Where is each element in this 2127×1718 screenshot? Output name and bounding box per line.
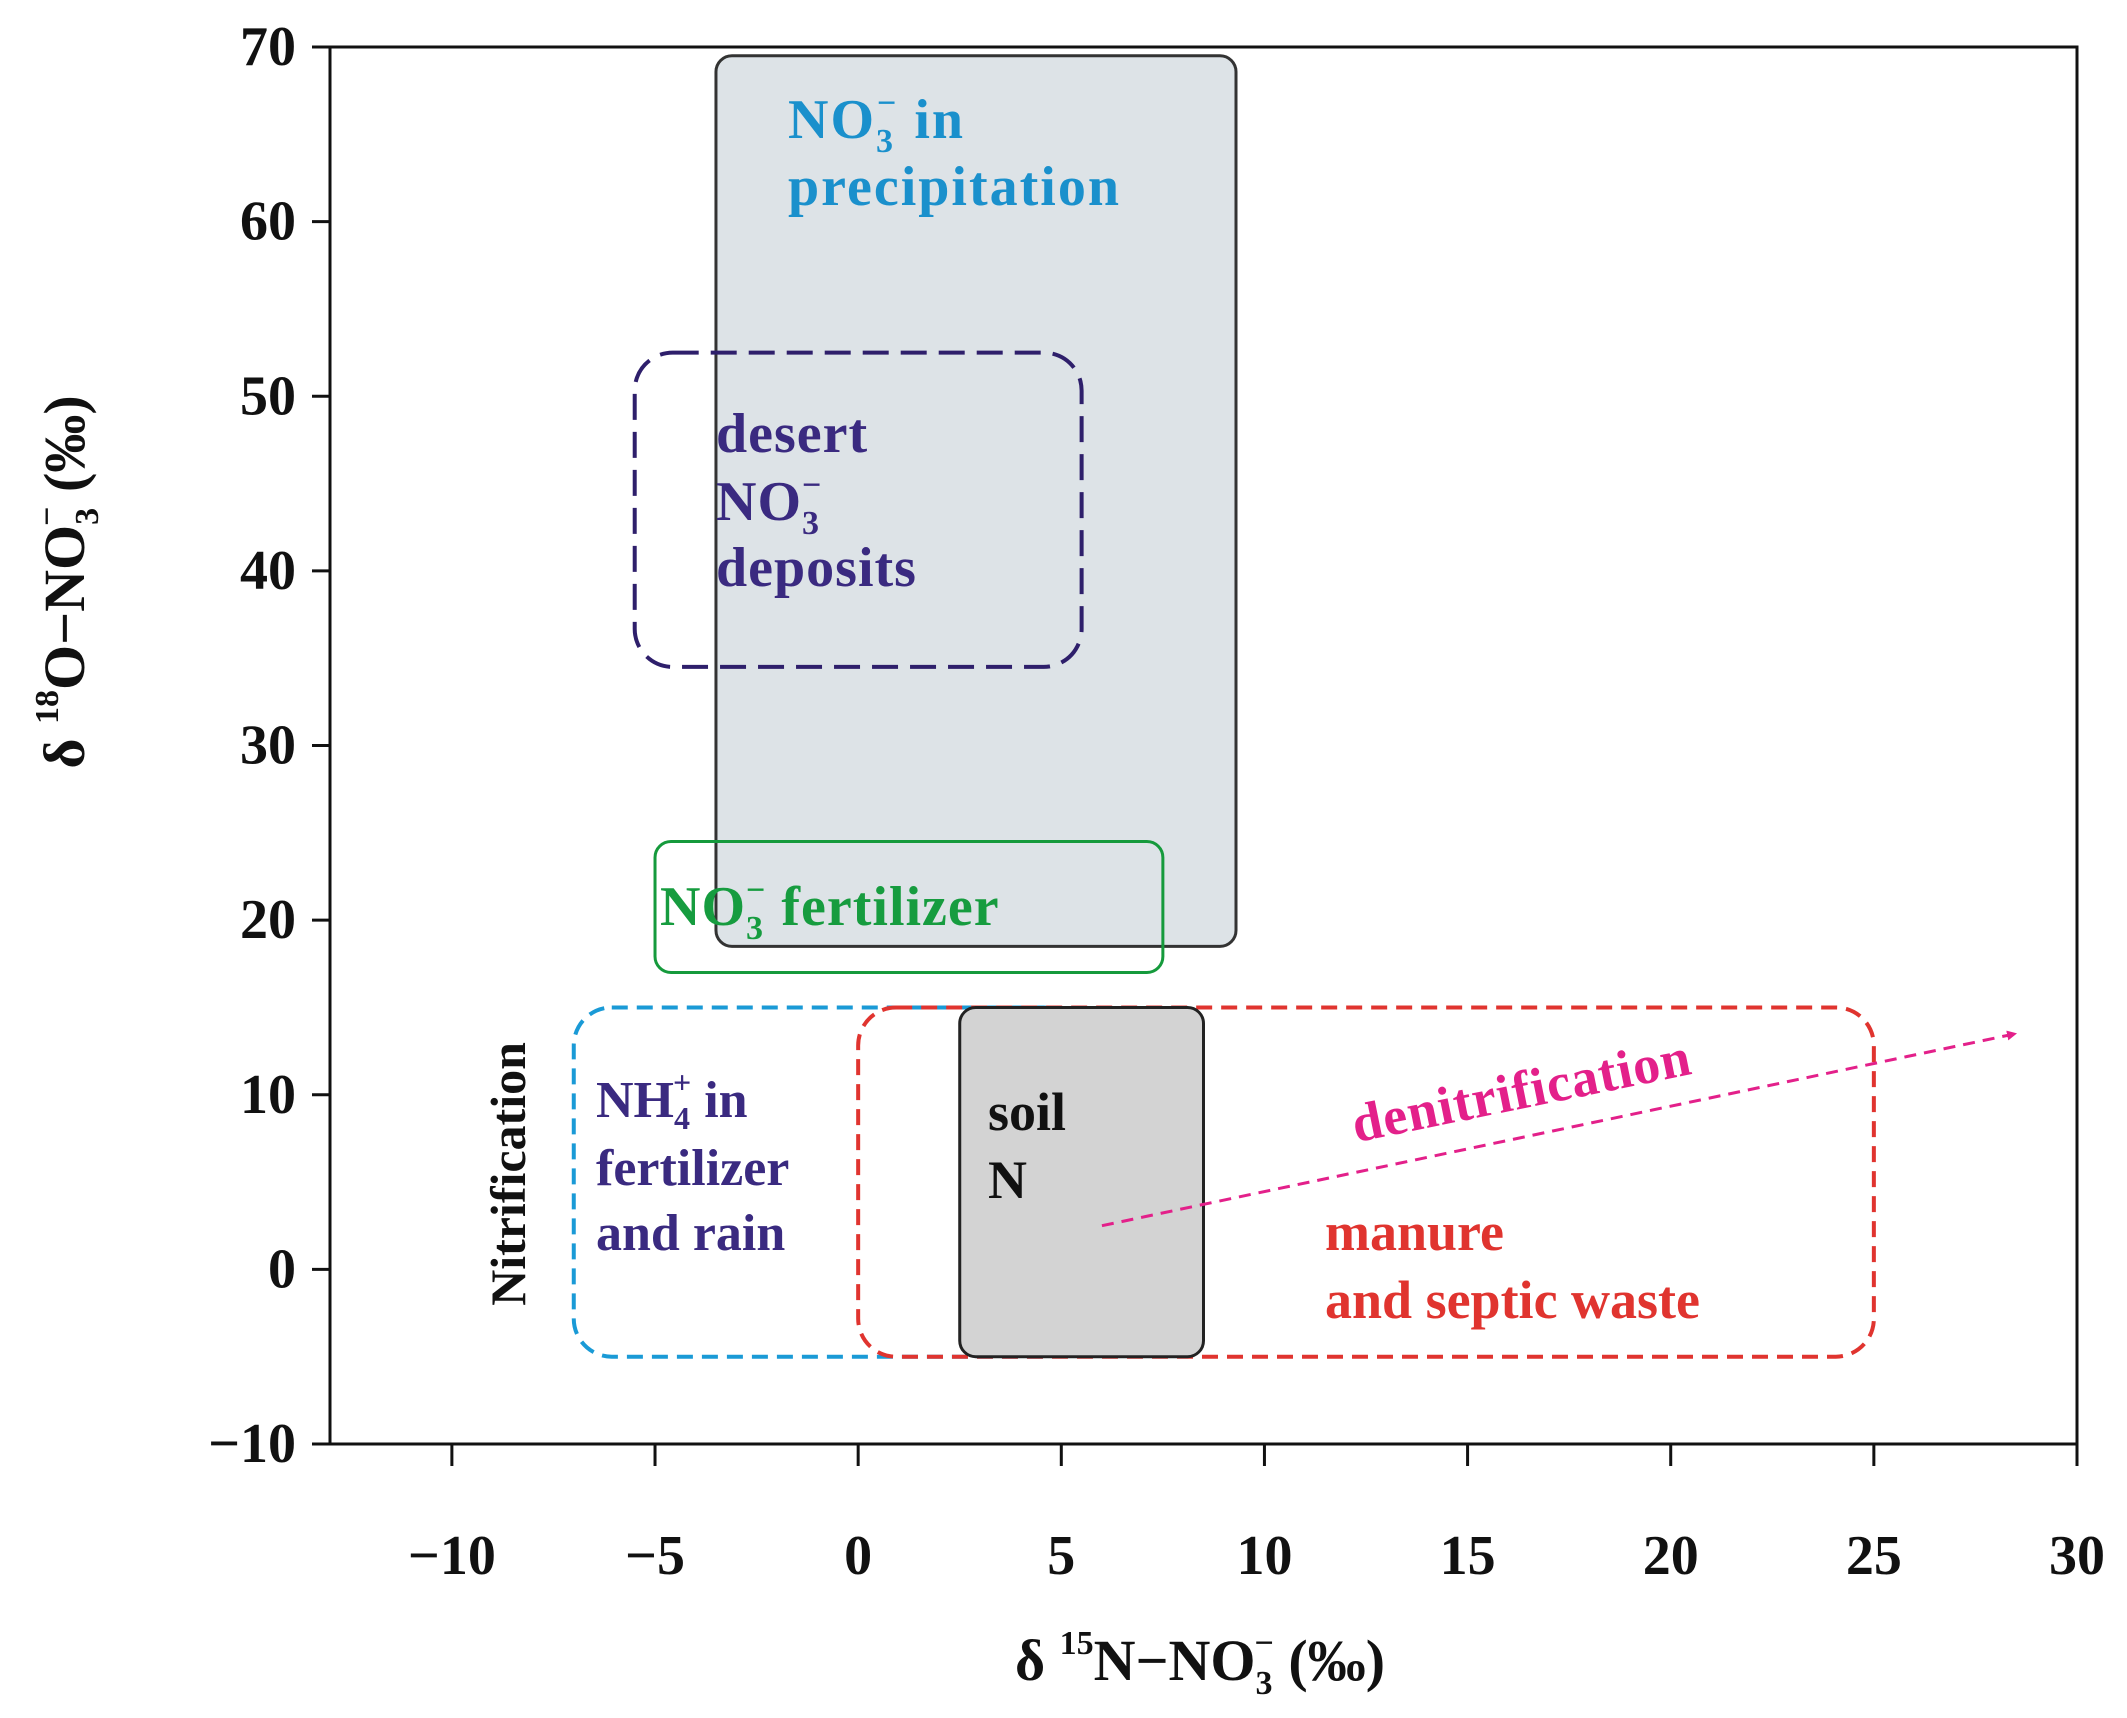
manure-label-line1: manure xyxy=(1325,1202,1504,1262)
x-axis-label-main: N−NO xyxy=(1094,1628,1256,1693)
x-axis-label-unit: (‰) xyxy=(1274,1628,1385,1693)
y-tick-label: 30 xyxy=(240,715,296,777)
desert-label-line1: desert xyxy=(716,403,868,465)
precipitation-label-no: NO xyxy=(788,89,876,151)
y-tick-label: 0 xyxy=(268,1238,296,1300)
x-axis-ticks: −10 −5 0 5 10 15 20 25 30 xyxy=(408,1444,2105,1587)
y-axis-label-sup2: − xyxy=(29,506,66,525)
y-axis-label-main: O−NO xyxy=(32,525,97,690)
x-tick-label: 5 xyxy=(1047,1525,1075,1587)
soil-label-line2: N xyxy=(988,1150,1027,1210)
x-tick-label: −10 xyxy=(408,1525,496,1587)
desert-label-no: NO xyxy=(716,471,802,533)
fertilizer-label-sub: 3 xyxy=(746,910,764,947)
precipitation-label-sup: − xyxy=(877,85,898,122)
ammonium-label-sup: + xyxy=(673,1064,691,1100)
x-tick-label: 0 xyxy=(844,1525,872,1587)
ammonium-label-in: in xyxy=(691,1072,747,1129)
precipitation-label-line2: precipitation xyxy=(788,156,1121,218)
fertilizer-label-post: fertilizer xyxy=(766,876,999,938)
y-axis-label-sub: 3 xyxy=(69,508,106,525)
manure-label: manure and septic waste xyxy=(1325,1202,1700,1330)
x-axis-label-delta: δ xyxy=(1015,1628,1060,1693)
ammonium-label-line3: and rain xyxy=(596,1205,785,1262)
x-axis-label-sub: 3 xyxy=(1256,1665,1273,1702)
desert-label-sub: 3 xyxy=(802,505,820,542)
x-tick-label: 30 xyxy=(2049,1525,2105,1587)
desert-label-sup: − xyxy=(802,467,822,504)
y-tick-label: 70 xyxy=(240,16,296,78)
x-tick-label: −5 xyxy=(625,1525,685,1587)
source-regions xyxy=(571,54,1876,1359)
denitrification-label: denitrification xyxy=(1346,1027,1696,1155)
x-axis-label-sup: 15 xyxy=(1060,1625,1094,1662)
y-tick-label: −10 xyxy=(208,1413,296,1475)
y-tick-label: 20 xyxy=(240,889,296,951)
ammonium-label: NH4+ in fertilizer and rain xyxy=(596,1064,801,1262)
ammonium-label-sub: 4 xyxy=(674,1100,690,1136)
y-axis-label-sup: 18 xyxy=(29,690,66,724)
soil-label: soil N xyxy=(988,1082,1080,1210)
x-tick-label: 25 xyxy=(1846,1525,1902,1587)
desert-label: desert NO3− deposits xyxy=(716,403,917,599)
fertilizer-label-sup: − xyxy=(746,872,766,909)
x-axis-label-sup2: − xyxy=(1255,1625,1274,1662)
region-1 xyxy=(653,840,1165,975)
nitrification-label: Nitrification xyxy=(480,1042,536,1306)
y-axis-label: δ 18O−NO3− (‰) xyxy=(29,395,106,768)
y-tick-label: 60 xyxy=(240,191,296,253)
precipitation-label-sub: 3 xyxy=(876,123,895,160)
fertilizer-label-no: NO xyxy=(660,876,746,938)
x-axis-label: δ 15N−NO3− (‰) xyxy=(1015,1625,1385,1702)
manure-label-line2: and septic waste xyxy=(1325,1270,1700,1330)
region-4 xyxy=(856,1005,1876,1359)
x-tick-label: 10 xyxy=(1236,1525,1292,1587)
ammonium-label-line2: fertilizer xyxy=(596,1140,788,1197)
precipitation-label: NO3− in precipitation xyxy=(788,85,1121,218)
x-tick-label: 15 xyxy=(1440,1525,1496,1587)
desert-label-line3: deposits xyxy=(716,537,917,599)
y-tick-label: 10 xyxy=(240,1064,296,1126)
y-axis-label-unit: (‰) xyxy=(32,395,97,506)
region-2 xyxy=(632,350,1084,669)
x-tick-label: 20 xyxy=(1643,1525,1699,1587)
y-axis-label-delta: δ xyxy=(32,724,97,769)
region-5 xyxy=(958,1005,1205,1359)
soil-label-line1: soil xyxy=(988,1082,1066,1142)
denitrification-arrow xyxy=(1101,1030,2018,1228)
ammonium-label-nh: NH xyxy=(596,1072,674,1129)
precipitation-label-in: in xyxy=(898,89,965,151)
y-tick-label: 40 xyxy=(240,540,296,602)
fertilizer-label: NO3− fertilizer xyxy=(660,872,1000,947)
y-tick-label: 50 xyxy=(240,365,296,427)
y-axis-ticks: −10 0 10 20 30 40 50 60 70 xyxy=(208,16,330,1475)
region-0 xyxy=(714,54,1238,948)
